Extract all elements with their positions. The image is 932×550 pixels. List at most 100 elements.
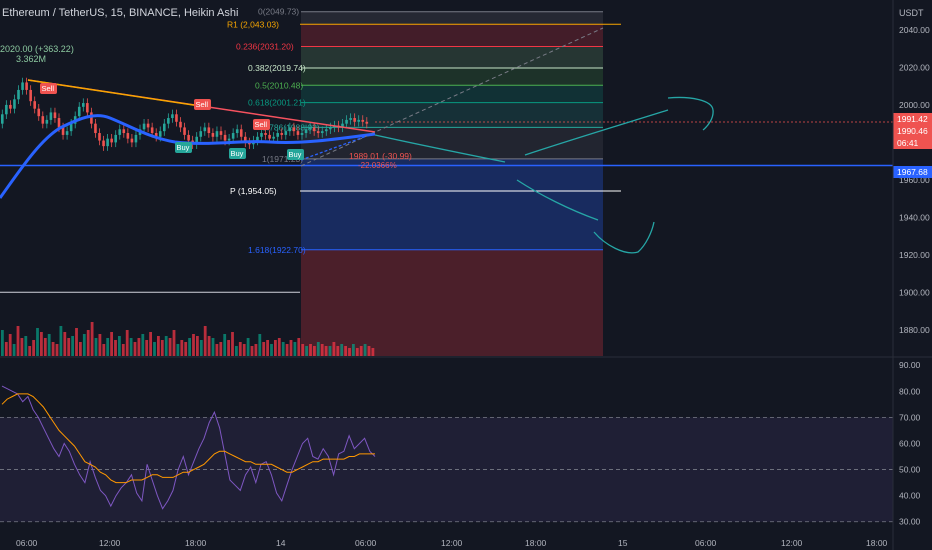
candle-body — [215, 131, 219, 137]
volume-bar — [328, 346, 332, 356]
fib-level-label: 0.786(1988.02) — [262, 122, 320, 132]
candle-body — [183, 127, 186, 135]
price-pane — [0, 0, 893, 356]
rsi-line — [1, 385, 376, 510]
candle-body — [146, 123, 150, 128]
volume-bar — [141, 334, 145, 356]
candle-body — [316, 131, 320, 134]
candle-body — [130, 138, 134, 143]
volume-bar — [207, 336, 211, 356]
candle-body — [29, 89, 32, 102]
candle-body — [320, 131, 324, 134]
candle-body — [187, 134, 190, 141]
buy-signal-label: Buy — [231, 149, 244, 158]
candle-body — [167, 118, 170, 124]
volume-bar — [110, 332, 113, 356]
price-axis-tick: 1880.00 — [899, 325, 930, 335]
volume-bar — [250, 346, 254, 356]
price-badge — [893, 166, 932, 178]
candle-body — [13, 99, 16, 109]
rsi-axis-tick: 60.00 — [899, 438, 921, 448]
volume-bar — [106, 338, 110, 356]
price-axis-tick: 2020.00 — [899, 62, 930, 72]
candle-body — [276, 133, 279, 137]
volume-bar — [114, 340, 117, 356]
price-badge-label: 1991.42 — [897, 114, 928, 124]
volume-bar — [121, 344, 125, 356]
fib-level-label: 0.382(2019.74) — [248, 63, 306, 73]
candle-body — [5, 104, 8, 115]
candle-body — [349, 118, 352, 120]
volume-bar — [40, 332, 43, 356]
volume-bar — [28, 346, 32, 356]
candle-body — [219, 131, 223, 135]
candle-body — [325, 129, 328, 132]
sell-signal-badge — [40, 83, 57, 94]
sell-signal-label: Sell — [42, 84, 55, 93]
candle-body — [49, 112, 53, 120]
volume-bar — [86, 330, 90, 356]
volume-bar — [67, 338, 71, 356]
candle-body — [122, 129, 126, 134]
buy-signal-badge — [229, 148, 246, 159]
symbol-title: Ethereum / TetherUS, 15, BINANCE, Heikin… — [2, 7, 239, 19]
volume-bar — [98, 334, 102, 356]
volume-bar — [82, 334, 86, 356]
candle-body — [361, 119, 365, 122]
volume-bar — [235, 346, 238, 356]
candle-body — [53, 112, 57, 119]
volume-bar — [211, 338, 215, 356]
fib-level-label: P (1,954.05) — [230, 186, 277, 196]
fib-zone — [301, 127, 603, 159]
volume-bar — [129, 338, 133, 356]
price-badge-label: 1990.46 — [897, 126, 928, 136]
fib-level-label: 0.236(2031.20) — [236, 41, 294, 51]
price-badge — [893, 137, 932, 149]
volume-bar — [149, 332, 152, 356]
candle-body — [90, 112, 93, 124]
price-axis-tick: 1960.00 — [899, 175, 930, 185]
volume-bar — [137, 338, 141, 356]
fib-zone — [301, 102, 603, 128]
fib-zone — [301, 67, 603, 86]
volume-bar — [157, 336, 160, 356]
candle-body — [150, 127, 154, 134]
volume-bar — [192, 334, 195, 356]
fib-zone — [301, 46, 603, 68]
price-axis-tick: 2000.00 — [899, 100, 930, 110]
price-axis-tick: 1920.00 — [899, 250, 930, 260]
volume-bar — [336, 346, 340, 356]
volume-bar — [215, 344, 219, 356]
volume-bar — [242, 344, 246, 356]
rsi-axis-tick: 40.00 — [899, 491, 921, 501]
volume-bar — [305, 346, 308, 356]
volume-bar — [254, 344, 258, 356]
volume-bar — [102, 344, 106, 356]
price-badge-label: 1967.68 — [897, 167, 928, 177]
volume-bar — [246, 338, 250, 356]
candle-body — [69, 123, 73, 132]
candle-body — [341, 123, 344, 128]
candle-body — [37, 108, 41, 117]
candle-body — [126, 133, 130, 139]
volume-bar — [285, 344, 289, 356]
volume-bar — [199, 340, 203, 356]
volume-bar — [43, 338, 47, 356]
candle-body — [272, 136, 275, 139]
volume-bar — [75, 328, 78, 356]
hand-drawn-stroke — [516, 179, 599, 221]
volume-bar — [258, 334, 262, 356]
candle-body — [256, 136, 259, 141]
price-badge-label: 06:41 — [897, 138, 919, 148]
volume-bar — [47, 334, 51, 356]
volume-bar — [227, 340, 230, 356]
candle-body — [65, 131, 69, 135]
candle-body — [175, 114, 178, 122]
volume-bar — [125, 330, 129, 356]
volume-bar — [309, 344, 312, 356]
volume-bar — [297, 338, 301, 356]
candle-body — [82, 103, 85, 107]
price-axis-tick: 2040.00 — [899, 25, 930, 35]
